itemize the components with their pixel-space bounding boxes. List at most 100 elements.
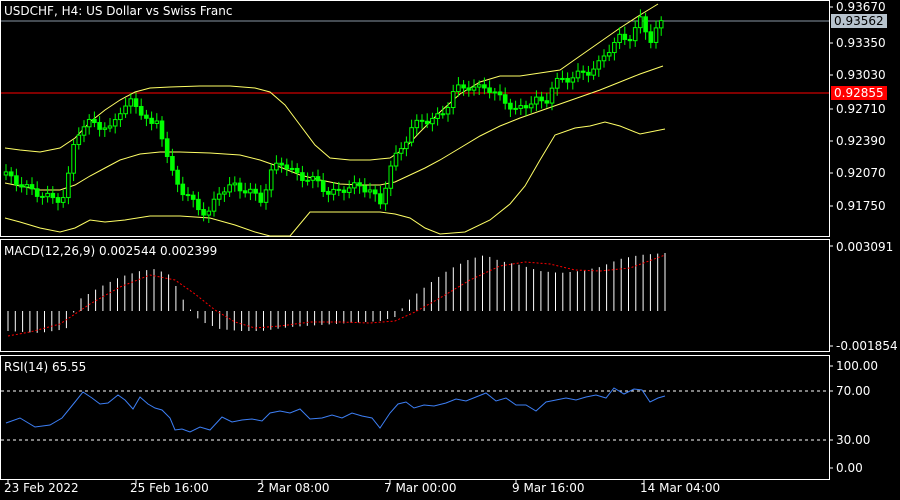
candle-body [279, 162, 284, 166]
candle-body [648, 31, 654, 43]
candle-body [196, 198, 201, 211]
candle-body [66, 172, 71, 199]
candle-body [8, 171, 14, 177]
candle-body [518, 105, 524, 109]
macd-signal-line [7, 254, 666, 337]
rsi-label: 0.00 [836, 461, 863, 475]
time-label: 7 Mar 00:00 [384, 481, 457, 495]
candle-body [326, 190, 331, 195]
candle-body [378, 193, 383, 205]
candle-body [123, 105, 128, 115]
candle-body [86, 118, 92, 128]
candle-body [180, 183, 186, 196]
candle-body [227, 184, 232, 193]
candle-body [97, 122, 102, 130]
candle-body [658, 20, 664, 29]
candle-body [201, 209, 206, 216]
price-label: 0.92390 [836, 134, 886, 148]
candle-body [627, 38, 633, 42]
candle-body [185, 194, 191, 197]
candle-body [456, 84, 461, 93]
candle-body [362, 185, 368, 193]
time-label: 2 Mar 08:00 [257, 481, 330, 495]
candle-body [508, 102, 513, 110]
candle-body [575, 70, 581, 79]
candle-body [570, 77, 576, 83]
candle-body [513, 107, 518, 110]
candle-body [253, 188, 258, 194]
macd-pane-title: MACD(12,26,9) 0.002544 0.002399 [4, 244, 218, 258]
candle-body [424, 120, 430, 125]
candle-body [435, 113, 440, 119]
candle-body [320, 180, 326, 192]
candle-body [45, 192, 50, 198]
candle-body [336, 188, 342, 191]
level-price-tag: 0.92855 [831, 86, 887, 100]
candle-body [430, 117, 435, 125]
candle-body [601, 55, 607, 62]
price-label: 0.93030 [836, 68, 886, 82]
candle-body [102, 127, 108, 130]
candle-body [55, 197, 61, 203]
candle-body [445, 107, 451, 115]
candle-body [653, 27, 659, 43]
main-pane-frame [0, 0, 830, 237]
candle-body [138, 105, 144, 116]
macd-top-label: 0.003091 [836, 240, 894, 254]
candle-body [263, 189, 269, 203]
candle-body [300, 172, 305, 181]
candle-body [128, 98, 134, 107]
candle-body [242, 190, 248, 194]
candle-body [19, 184, 24, 188]
candle-body [560, 77, 565, 80]
candle-body [133, 98, 139, 107]
candle-body [341, 189, 347, 193]
candle-body [549, 87, 555, 104]
candle-body [14, 175, 19, 186]
candle-body [76, 134, 82, 146]
price-label: 0.91750 [836, 199, 886, 213]
candle-body [414, 119, 420, 129]
candle-body [606, 52, 612, 57]
rsi-label: 30.00 [836, 433, 871, 447]
candle-body [175, 169, 180, 185]
candle-body [216, 193, 222, 200]
candle-body [159, 120, 165, 140]
time-label: 14 Mar 04:00 [640, 481, 721, 495]
price-label: 0.92710 [836, 102, 886, 116]
candle-body [596, 60, 602, 70]
candle-body [632, 27, 638, 42]
candle-body [617, 33, 622, 43]
candle-body [450, 91, 456, 109]
candle-body [612, 41, 617, 54]
candle-body [40, 195, 45, 198]
candle-body [206, 210, 212, 216]
main-pane-title: USDCHF, H4: US Dollar vs Swiss Franc [4, 4, 233, 18]
price-label: 0.93350 [836, 36, 886, 50]
candle-body [482, 84, 487, 89]
candle-body [502, 94, 508, 104]
candle-body [487, 87, 492, 94]
price-label: 0.93670 [836, 0, 886, 14]
candle-body [497, 91, 503, 96]
candle-body [461, 84, 466, 89]
candle-body [81, 126, 87, 136]
candle-body [622, 33, 628, 40]
rsi-pane-frame [0, 355, 830, 480]
candle-body [331, 188, 336, 195]
candle-body [211, 198, 217, 212]
candle-body [440, 113, 446, 116]
candle-body [372, 189, 378, 195]
candle-body [60, 197, 66, 203]
candle-body [388, 165, 394, 189]
candle-body [544, 100, 550, 104]
candle-body [404, 141, 409, 150]
candles [3, 9, 664, 224]
candle-body [638, 16, 643, 29]
candle-body [294, 167, 300, 174]
candle-body [237, 182, 243, 192]
candle-body [164, 138, 170, 158]
rsi-label: 100.00 [836, 359, 878, 373]
time-label: 25 Feb 16:00 [130, 481, 209, 495]
